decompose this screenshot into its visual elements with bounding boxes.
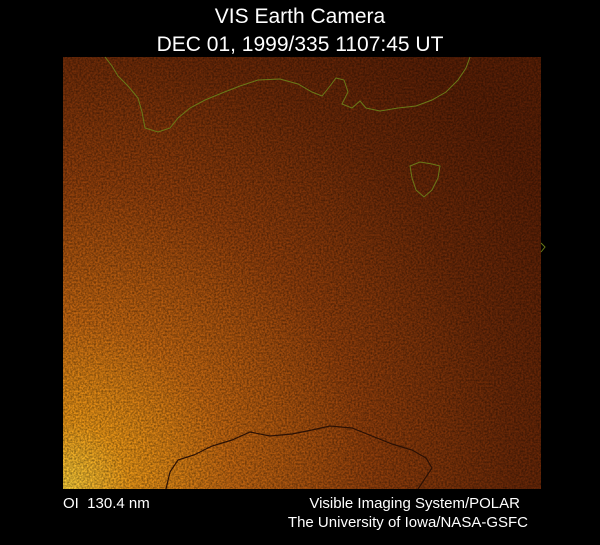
wavelength: OI 130.4 nm (63, 495, 150, 512)
instrument: Visible Imaging System/POLAR (309, 495, 520, 512)
island-coast (540, 242, 546, 253)
noise (63, 57, 541, 489)
credit: The University of Iowa/NASA-GSFC (288, 514, 528, 531)
australia-coast (104, 56, 471, 133)
title: VIS Earth Camera (215, 5, 386, 28)
earth-image (63, 56, 546, 490)
timestamp: DEC 01, 1999/335 1107:45 UT (157, 33, 444, 56)
tasmania-coast (409, 161, 441, 198)
antarctica-coast (165, 425, 433, 490)
